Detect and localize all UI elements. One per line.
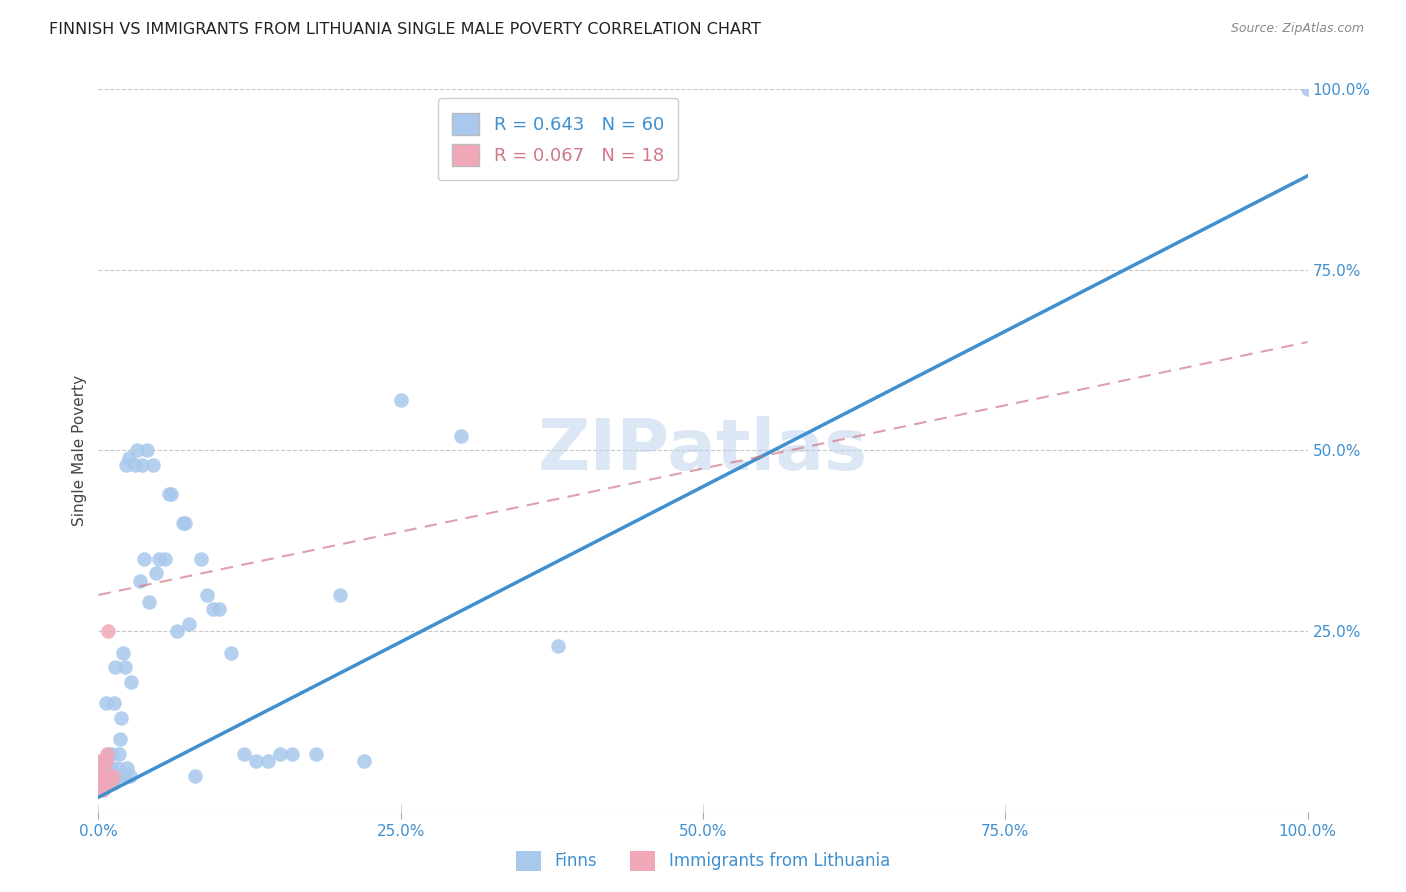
Point <box>450 429 472 443</box>
Point <box>117 761 139 775</box>
Point <box>112 769 135 783</box>
Point <box>232 747 254 761</box>
Point <box>195 588 218 602</box>
Point <box>104 660 127 674</box>
Point <box>100 747 122 761</box>
Point <box>131 458 153 472</box>
Point <box>114 660 136 674</box>
Point <box>160 487 183 501</box>
Point <box>105 769 128 783</box>
Point <box>96 776 118 790</box>
Point <box>153 551 176 566</box>
Point <box>179 616 201 631</box>
Point <box>1296 82 1319 96</box>
Point <box>148 551 170 566</box>
Point <box>87 761 110 775</box>
Point <box>100 776 122 790</box>
Point <box>87 754 110 768</box>
Point <box>202 602 225 616</box>
Point <box>128 574 150 588</box>
Point <box>134 551 156 566</box>
Point <box>172 516 194 530</box>
Point <box>111 646 134 660</box>
Point <box>89 769 111 783</box>
Point <box>97 624 120 639</box>
Point <box>90 776 112 790</box>
Point <box>547 639 569 653</box>
Text: ZIPatlas: ZIPatlas <box>538 416 868 485</box>
Point <box>184 769 207 783</box>
Point <box>269 747 291 761</box>
Point <box>281 747 304 761</box>
Text: Source: ZipAtlas.com: Source: ZipAtlas.com <box>1230 22 1364 36</box>
Point <box>89 776 111 790</box>
Point <box>124 458 146 472</box>
Point <box>94 696 117 710</box>
Point <box>87 776 110 790</box>
Point <box>256 754 278 768</box>
Legend: Finns, Immigrants from Lithuania: Finns, Immigrants from Lithuania <box>508 842 898 880</box>
Point <box>142 458 165 472</box>
Point <box>108 747 131 761</box>
Point <box>94 754 117 768</box>
Point <box>305 747 328 761</box>
Point <box>91 761 114 775</box>
Point <box>157 487 180 501</box>
Point <box>108 732 131 747</box>
Point <box>118 769 141 783</box>
Point <box>91 761 114 775</box>
Point <box>190 551 212 566</box>
Point <box>93 754 115 768</box>
Point <box>96 747 118 761</box>
Point <box>103 696 125 710</box>
Point <box>87 769 110 783</box>
Point <box>97 747 120 761</box>
Point <box>91 783 114 797</box>
Point <box>135 443 157 458</box>
Point <box>353 754 375 768</box>
Point <box>174 516 197 530</box>
Point <box>87 783 110 797</box>
Point <box>127 443 149 458</box>
Point <box>389 392 412 407</box>
Point <box>115 458 138 472</box>
Text: FINNISH VS IMMIGRANTS FROM LITHUANIA SINGLE MALE POVERTY CORRELATION CHART: FINNISH VS IMMIGRANTS FROM LITHUANIA SIN… <box>49 22 761 37</box>
Point <box>98 769 121 783</box>
Point <box>91 769 114 783</box>
Y-axis label: Single Male Poverty: Single Male Poverty <box>72 375 87 526</box>
Point <box>221 646 243 660</box>
Point <box>101 776 124 790</box>
Point <box>89 769 111 783</box>
Point <box>166 624 188 639</box>
Point <box>107 761 129 775</box>
Point <box>329 588 352 602</box>
Legend: R = 0.643   N = 60, R = 0.067   N = 18: R = 0.643 N = 60, R = 0.067 N = 18 <box>437 98 678 180</box>
Point <box>208 602 231 616</box>
Point <box>101 769 124 783</box>
Point <box>98 769 121 783</box>
Point <box>110 711 132 725</box>
Point <box>118 450 141 465</box>
Point <box>145 566 167 581</box>
Point <box>245 754 267 768</box>
Point <box>93 754 115 768</box>
Point <box>138 595 160 609</box>
Point <box>100 761 122 775</box>
Point <box>120 674 142 689</box>
